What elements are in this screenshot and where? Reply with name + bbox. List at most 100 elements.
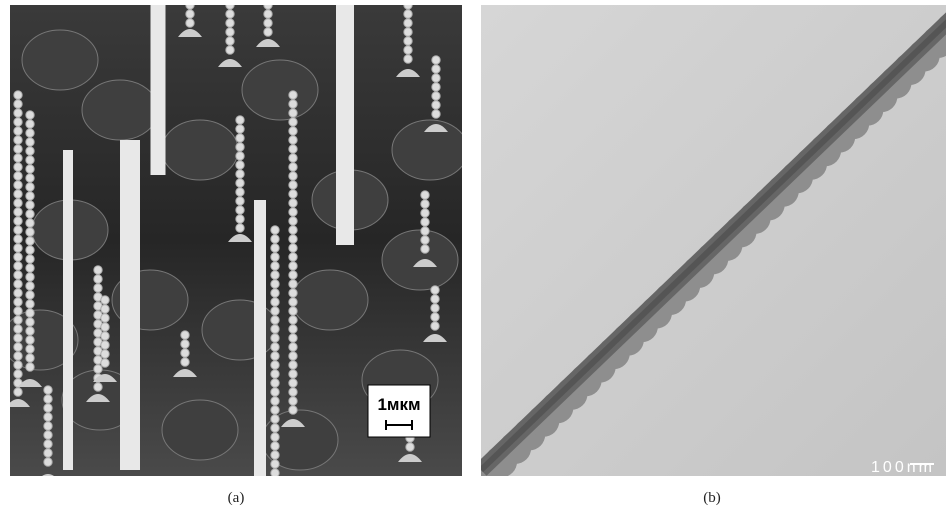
bead — [236, 125, 244, 133]
bead — [271, 352, 279, 360]
bead — [289, 154, 297, 162]
bead — [289, 352, 297, 360]
figure: 1мкм 100nm (a) (b) — [0, 0, 946, 513]
bead — [14, 361, 22, 369]
bead — [289, 226, 297, 234]
bead — [432, 101, 440, 109]
bead — [181, 331, 189, 339]
bead — [271, 307, 279, 315]
bead — [94, 284, 102, 292]
bead — [432, 65, 440, 73]
bead — [421, 191, 429, 199]
bead — [236, 161, 244, 169]
bead — [431, 286, 439, 294]
bead — [14, 307, 22, 315]
bead — [289, 325, 297, 333]
bead — [432, 92, 440, 100]
bead — [26, 264, 34, 272]
bead — [44, 458, 52, 466]
bead — [271, 370, 279, 378]
bead — [26, 210, 34, 218]
bead — [271, 379, 279, 387]
bead — [26, 183, 34, 191]
bead — [101, 314, 109, 322]
bead — [406, 443, 414, 451]
bead — [264, 1, 272, 9]
panel-label: (a) — [228, 490, 245, 506]
bead — [432, 74, 440, 82]
bead — [181, 340, 189, 348]
bead — [264, 19, 272, 27]
scale-bar-a: 1мкм — [368, 385, 430, 437]
bead — [289, 361, 297, 369]
bead — [289, 271, 297, 279]
bead — [404, 10, 412, 18]
bead — [289, 298, 297, 306]
bead — [264, 28, 272, 36]
bead — [226, 46, 234, 54]
bead — [14, 109, 22, 117]
bead — [289, 388, 297, 396]
nanowire — [336, 5, 354, 245]
bead — [271, 424, 279, 432]
bead — [26, 165, 34, 173]
bead — [26, 282, 34, 290]
bead — [14, 91, 22, 99]
bead — [289, 163, 297, 171]
bead — [26, 363, 34, 371]
bead — [404, 55, 412, 63]
bead — [289, 280, 297, 288]
bead — [101, 305, 109, 313]
bead — [421, 236, 429, 244]
bead — [271, 289, 279, 297]
bead — [289, 118, 297, 126]
bead — [186, 19, 194, 27]
bead — [14, 181, 22, 189]
bead — [44, 395, 52, 403]
dome — [162, 400, 238, 460]
bead — [14, 253, 22, 261]
bead — [271, 460, 279, 468]
dome — [162, 120, 238, 180]
bead — [26, 345, 34, 353]
bead — [14, 163, 22, 171]
nanowire — [63, 150, 73, 470]
bead — [271, 406, 279, 414]
bead — [271, 262, 279, 270]
bead — [101, 341, 109, 349]
bead — [26, 111, 34, 119]
bead — [101, 296, 109, 304]
bead — [14, 190, 22, 198]
bead — [226, 10, 234, 18]
bead — [271, 226, 279, 234]
nanowire — [151, 5, 166, 175]
dome — [202, 300, 278, 360]
bead — [271, 298, 279, 306]
dome — [292, 270, 368, 330]
bead — [421, 218, 429, 226]
bead — [44, 386, 52, 394]
bead — [94, 266, 102, 274]
bead — [289, 235, 297, 243]
bead — [226, 1, 234, 9]
bead — [26, 273, 34, 281]
bead — [94, 383, 102, 391]
bead — [44, 449, 52, 457]
wire-base — [263, 484, 287, 492]
bead — [271, 415, 279, 423]
bead — [271, 334, 279, 342]
bead — [289, 262, 297, 270]
bead — [186, 10, 194, 18]
bead — [421, 209, 429, 217]
bead — [226, 19, 234, 27]
bead — [289, 109, 297, 117]
bead — [26, 174, 34, 182]
bead — [226, 37, 234, 45]
bead — [289, 397, 297, 405]
bead — [431, 295, 439, 303]
bead — [14, 208, 22, 216]
bead — [26, 147, 34, 155]
bead — [236, 143, 244, 151]
dome — [382, 230, 458, 290]
bead — [404, 19, 412, 27]
